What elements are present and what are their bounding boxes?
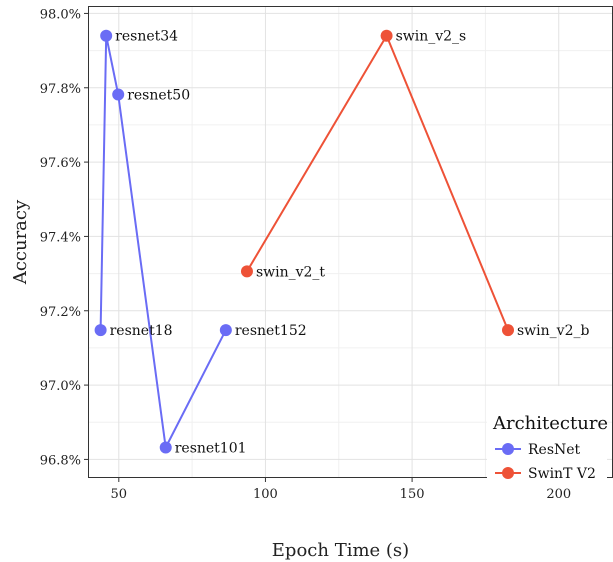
data-point xyxy=(112,88,125,101)
point-label: resnet50 xyxy=(127,87,190,103)
point-label: swin_v2_b xyxy=(517,323,589,339)
legend-label: SwinT V2 xyxy=(528,466,596,482)
x-axis-title: Epoch Time (s) xyxy=(272,540,409,561)
point-label: swin_v2_t xyxy=(256,264,325,280)
grid-minor-lines xyxy=(88,6,613,478)
point-label: swin_v2_s xyxy=(396,29,467,45)
x-tick-label: 50 xyxy=(111,487,128,502)
data-point xyxy=(100,29,113,42)
y-tick-label: 97.0% xyxy=(40,379,81,394)
legend-items: ResNet SwinT V2 xyxy=(495,442,596,482)
legend-key-point xyxy=(502,467,514,479)
y-tick-label: 97.8% xyxy=(40,82,81,97)
legend-title: Architecture xyxy=(492,413,608,434)
data-point xyxy=(502,324,514,337)
y-tick-label: 97.2% xyxy=(40,305,81,320)
point-label: resnet34 xyxy=(115,29,178,45)
point-label: resnet101 xyxy=(175,441,247,457)
legend: Architecture ResNet SwinT V2 xyxy=(487,386,608,486)
x-tick-label: 150 xyxy=(400,487,425,502)
point-label: resnet152 xyxy=(235,323,307,339)
y-tick-label: 96.8% xyxy=(40,453,81,468)
data-point xyxy=(159,441,172,454)
x-tick-label: 100 xyxy=(253,487,278,502)
data-point xyxy=(94,324,107,337)
legend-label: ResNet xyxy=(528,442,581,458)
y-tick-label: 97.4% xyxy=(40,230,81,245)
series-line xyxy=(246,34,509,331)
x-tick-label: 200 xyxy=(546,487,571,502)
point-labels: resnet18 resnet34 resnet50 resnet101 resnet1… xyxy=(110,29,590,457)
data-point xyxy=(240,265,253,278)
y-axis-ticks: 96.8% 97.0% 97.2% 97.4% 97.6% 97.8% 98.0% xyxy=(40,7,88,468)
point-label: resnet18 xyxy=(110,323,173,339)
y-tick-label: 97.6% xyxy=(40,156,81,171)
data-point xyxy=(380,29,393,42)
legend-key-point xyxy=(502,443,514,455)
y-axis-title: Accuracy xyxy=(10,199,31,285)
data-point xyxy=(219,324,232,337)
series-points xyxy=(94,29,514,454)
y-tick-label: 98.0% xyxy=(40,7,81,22)
x-axis-ticks: 50 100 150 200 xyxy=(111,478,571,502)
